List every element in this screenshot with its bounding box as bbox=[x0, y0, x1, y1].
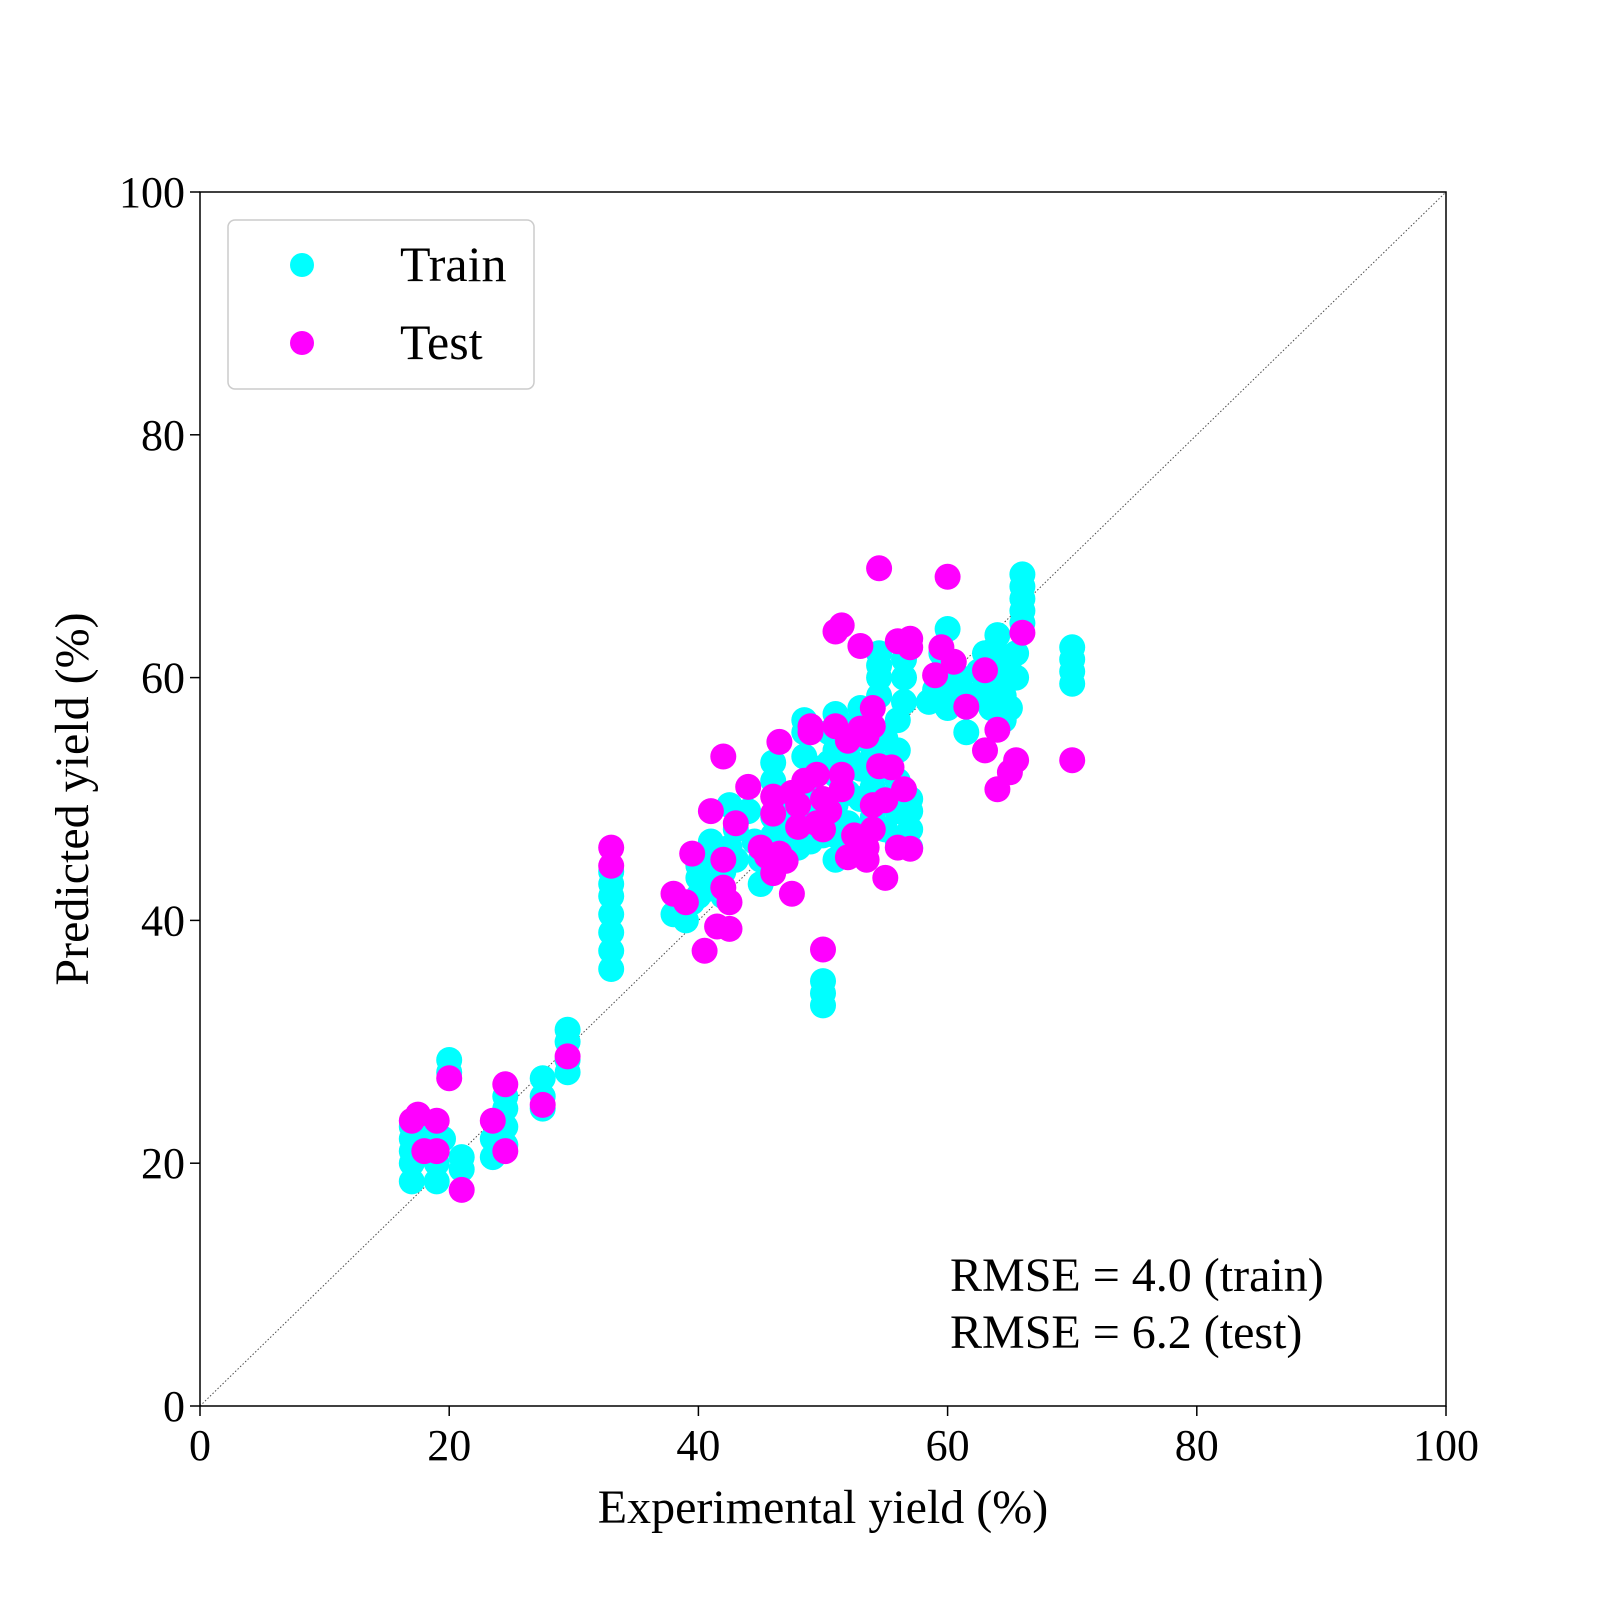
data-point-test bbox=[828, 776, 855, 803]
data-point-test bbox=[691, 937, 718, 964]
data-point-train bbox=[448, 1144, 475, 1171]
legend-marker-test bbox=[290, 331, 314, 355]
data-point-test bbox=[554, 1043, 581, 1070]
data-point-train bbox=[598, 901, 625, 928]
data-point-test bbox=[598, 852, 625, 879]
plot-frame bbox=[199, 191, 1447, 1407]
data-point-test bbox=[785, 792, 812, 819]
data-point-train bbox=[423, 1168, 450, 1195]
data-point-test bbox=[972, 657, 998, 684]
data-point-test bbox=[866, 555, 893, 582]
y-tick-label: 40 bbox=[141, 896, 185, 945]
identity-line bbox=[199, 191, 1447, 1407]
series-test bbox=[398, 555, 1086, 1203]
data-point-test bbox=[891, 776, 917, 803]
data-point-test bbox=[529, 1091, 556, 1118]
data-point-train bbox=[598, 956, 625, 982]
data-point-test bbox=[878, 754, 905, 781]
data-point-test bbox=[972, 737, 998, 764]
data-point-test bbox=[710, 846, 737, 873]
data-point-test bbox=[423, 1138, 450, 1165]
y-tick-label: 20 bbox=[141, 1139, 185, 1188]
data-point-train bbox=[891, 664, 917, 691]
data-point-test bbox=[735, 773, 762, 800]
data-point-test bbox=[448, 1176, 475, 1203]
data-point-train bbox=[1003, 664, 1030, 691]
data-point-test bbox=[1009, 619, 1036, 646]
data-point-test bbox=[810, 936, 836, 963]
data-point-train bbox=[953, 719, 980, 746]
data-point-train bbox=[529, 1065, 556, 1092]
data-point-test bbox=[872, 864, 899, 891]
data-point-test bbox=[897, 835, 924, 862]
data-point-test bbox=[598, 834, 625, 861]
data-point-test bbox=[859, 713, 886, 740]
data-point-test bbox=[778, 880, 805, 907]
rmse-test-annotation: RMSE = 6.2 (test) bbox=[950, 1306, 1302, 1359]
data-point-train bbox=[1009, 561, 1036, 588]
data-point-train bbox=[760, 749, 787, 776]
y-tick-label: 0 bbox=[163, 1382, 185, 1431]
x-tick-label: 20 bbox=[427, 1421, 471, 1470]
legend-label-test: Test bbox=[400, 314, 483, 370]
data-point-train bbox=[436, 1047, 463, 1073]
data-point-test bbox=[859, 695, 886, 721]
y-tick-label: 60 bbox=[141, 654, 185, 703]
data-point-train bbox=[1003, 640, 1030, 667]
data-point-test bbox=[479, 1107, 506, 1134]
data-point-test bbox=[1059, 747, 1086, 774]
x-tick-label: 60 bbox=[926, 1421, 970, 1470]
data-point-test bbox=[672, 889, 699, 916]
data-point-test bbox=[847, 633, 874, 659]
data-point-train bbox=[984, 622, 1011, 649]
x-axis-label: Experimental yield (%) bbox=[598, 1481, 1049, 1534]
x-tick-label: 0 bbox=[189, 1421, 211, 1470]
data-point-test bbox=[492, 1071, 519, 1098]
data-point-test bbox=[953, 693, 980, 720]
y-tick-label: 100 bbox=[119, 168, 185, 217]
data-point-test bbox=[423, 1107, 450, 1134]
data-point-test bbox=[984, 716, 1011, 743]
data-point-test bbox=[772, 847, 799, 874]
data-point-test bbox=[710, 743, 737, 770]
data-point-test bbox=[803, 761, 830, 788]
data-point-test bbox=[816, 798, 843, 825]
data-point-test bbox=[797, 713, 824, 740]
data-point-test bbox=[940, 648, 967, 675]
data-point-test bbox=[766, 728, 793, 755]
data-point-train bbox=[810, 968, 836, 995]
data-point-train bbox=[398, 1168, 425, 1195]
data-point-test bbox=[897, 625, 924, 652]
data-point-test bbox=[1003, 747, 1030, 774]
data-point-test bbox=[679, 840, 706, 867]
data-point-test bbox=[716, 889, 743, 916]
data-point-test bbox=[859, 816, 886, 843]
x-tick-label: 100 bbox=[1413, 1421, 1479, 1470]
data-point-train bbox=[1059, 634, 1086, 661]
rmse-train-annotation: RMSE = 4.0 (train) bbox=[950, 1249, 1324, 1302]
y-tick-label: 80 bbox=[141, 411, 185, 460]
data-point-test bbox=[492, 1138, 519, 1165]
legend-marker-train bbox=[290, 253, 314, 277]
data-point-train bbox=[554, 1016, 581, 1043]
data-point-test bbox=[716, 915, 743, 942]
data-point-train bbox=[996, 695, 1023, 721]
legend: Train Test bbox=[227, 219, 535, 390]
data-point-test bbox=[722, 810, 749, 837]
data-point-train bbox=[598, 919, 625, 946]
data-point-test bbox=[828, 612, 855, 639]
x-tick-label: 80 bbox=[1175, 1421, 1219, 1470]
data-point-test bbox=[697, 798, 724, 825]
data-point-test bbox=[922, 662, 949, 689]
data-point-test bbox=[436, 1065, 463, 1092]
y-axis-label: Predicted yield (%) bbox=[46, 612, 99, 985]
data-point-train bbox=[598, 937, 625, 964]
data-point-test bbox=[853, 846, 880, 873]
data-point-train bbox=[891, 688, 917, 715]
legend-label-train: Train bbox=[400, 236, 507, 292]
data-point-train bbox=[897, 816, 924, 843]
x-tick-label: 40 bbox=[676, 1421, 720, 1470]
data-point-test bbox=[934, 563, 961, 590]
